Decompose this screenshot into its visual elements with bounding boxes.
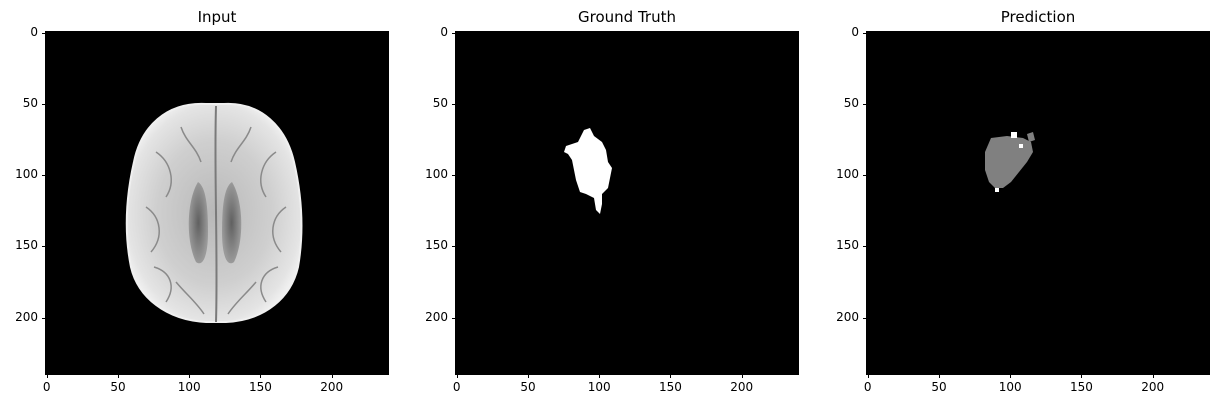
x-tick-label: 150 (249, 380, 272, 394)
y-tick-label: 150 (425, 238, 448, 253)
x-tick (331, 374, 333, 378)
brain-mri-graphic (125, 102, 303, 323)
x-tick-label: 150 (659, 380, 682, 394)
y-tick (42, 103, 46, 105)
y-tick-label: 150 (15, 238, 38, 253)
x-tick (46, 374, 48, 378)
ground-truth-mask (456, 32, 798, 374)
brain-mri-image (46, 32, 388, 374)
x-tick-label: 0 (452, 380, 461, 394)
x-tick (1010, 374, 1012, 378)
panel-ground-truth: Ground Truth (0, 0, 798, 407)
x-tick (670, 374, 672, 378)
prediction-mask (867, 32, 1209, 374)
x-tick (189, 374, 191, 378)
ground-truth-mask-graphic (564, 128, 612, 214)
y-tick-label: 0 (30, 24, 38, 39)
panel-input: Input (0, 0, 400, 407)
y-tick (863, 32, 867, 34)
panel-title: Prediction (1000, 8, 1076, 26)
panel-title: Ground Truth (578, 8, 676, 26)
x-tick-label: 50 (110, 380, 126, 394)
y-tick (42, 246, 46, 248)
y-tick (863, 175, 867, 177)
x-tick-label: 50 (931, 380, 947, 394)
y-tick-label: 100 (836, 167, 859, 182)
x-tick (938, 374, 940, 378)
y-tick-label: 50 (843, 95, 859, 110)
y-tick (42, 175, 46, 177)
y-tick (863, 103, 867, 105)
y-tick (452, 246, 456, 248)
x-tick (1081, 374, 1083, 378)
y-tick (863, 246, 867, 248)
y-tick-label: 200 (425, 309, 448, 324)
x-tick-label: 0 (42, 380, 51, 394)
x-tick-label: 100 (998, 380, 1022, 394)
y-tick-label: 200 (836, 309, 859, 324)
y-tick (42, 32, 46, 34)
x-tick (741, 374, 743, 378)
prediction-mask-graphic (985, 132, 1035, 192)
y-tick-label: 50 (432, 95, 448, 110)
x-tick (117, 374, 119, 378)
panel-title: Input (197, 8, 237, 26)
y-tick-label: 0 (851, 24, 859, 39)
y-tick (42, 317, 46, 319)
x-tick-label: 200 (730, 380, 754, 394)
y-tick (452, 32, 456, 34)
x-tick-label: 50 (520, 380, 536, 394)
x-tick (867, 374, 869, 378)
y-tick-label: 50 (22, 95, 38, 110)
y-tick (452, 175, 456, 177)
y-tick-label: 100 (425, 167, 448, 182)
x-tick (1152, 374, 1154, 378)
x-tick (260, 374, 262, 378)
y-tick-label: 200 (15, 309, 38, 324)
y-tick-label: 0 (440, 24, 448, 39)
x-tick (527, 374, 529, 378)
x-tick-label: 200 (1141, 380, 1165, 394)
y-tick-label: 150 (836, 238, 859, 253)
x-tick-label: 0 (863, 380, 872, 394)
x-tick-label: 200 (320, 380, 344, 394)
y-tick (452, 103, 456, 105)
x-tick-label: 100 (587, 380, 611, 394)
y-tick-label: 100 (15, 167, 38, 182)
y-tick (863, 317, 867, 319)
y-tick (452, 317, 456, 319)
x-tick-label: 100 (177, 380, 201, 394)
x-tick (456, 374, 458, 378)
x-tick-label: 150 (1070, 380, 1093, 394)
x-tick (599, 374, 601, 378)
